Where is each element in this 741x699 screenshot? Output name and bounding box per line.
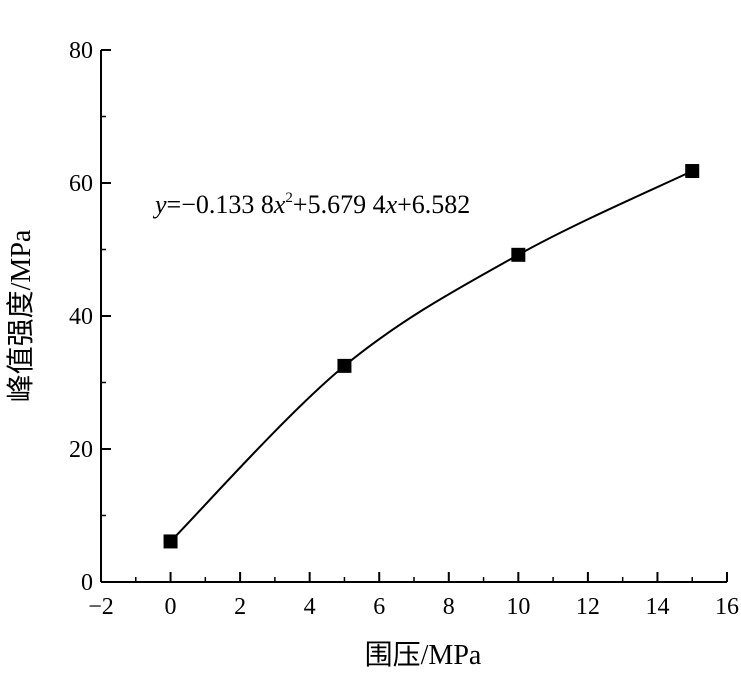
- x-tick-label: 6: [373, 594, 385, 620]
- x-tick-label: 4: [304, 594, 316, 620]
- data-point: [163, 534, 178, 549]
- y-tick-label: 20: [69, 437, 93, 463]
- data-point: [337, 358, 352, 373]
- fit-curve: [169, 170, 693, 543]
- fit-equation: y=−0.133 8x2+5.679 4x+6.582: [152, 190, 470, 219]
- data-point: [685, 164, 700, 179]
- y-tick-label: 60: [69, 171, 93, 197]
- y-tick-label: 0: [81, 570, 93, 596]
- x-tick-label: 8: [443, 594, 455, 620]
- y-tick-label: 40: [69, 304, 93, 330]
- x-tick-label: 0: [165, 594, 177, 620]
- data-point: [511, 247, 526, 262]
- data-points: [163, 164, 700, 549]
- x-tick-label: 14: [645, 594, 669, 620]
- x-tick-label: 12: [576, 594, 600, 620]
- x-tick-label: 16: [715, 594, 739, 620]
- y-ticks: 0 20 40 60 80: [69, 38, 111, 596]
- y-axis-title: 峰值强度/MPa: [5, 229, 37, 402]
- x-axis-title: 围压/MPa: [365, 640, 482, 671]
- x-tick-label: 10: [506, 594, 530, 620]
- x-tick-label: 2: [234, 594, 246, 620]
- x-ticks: −2 0 2 4 6 8 10 12 14 16: [88, 572, 739, 620]
- x-tick-label: −2: [88, 594, 114, 620]
- y-tick-label: 80: [69, 38, 93, 64]
